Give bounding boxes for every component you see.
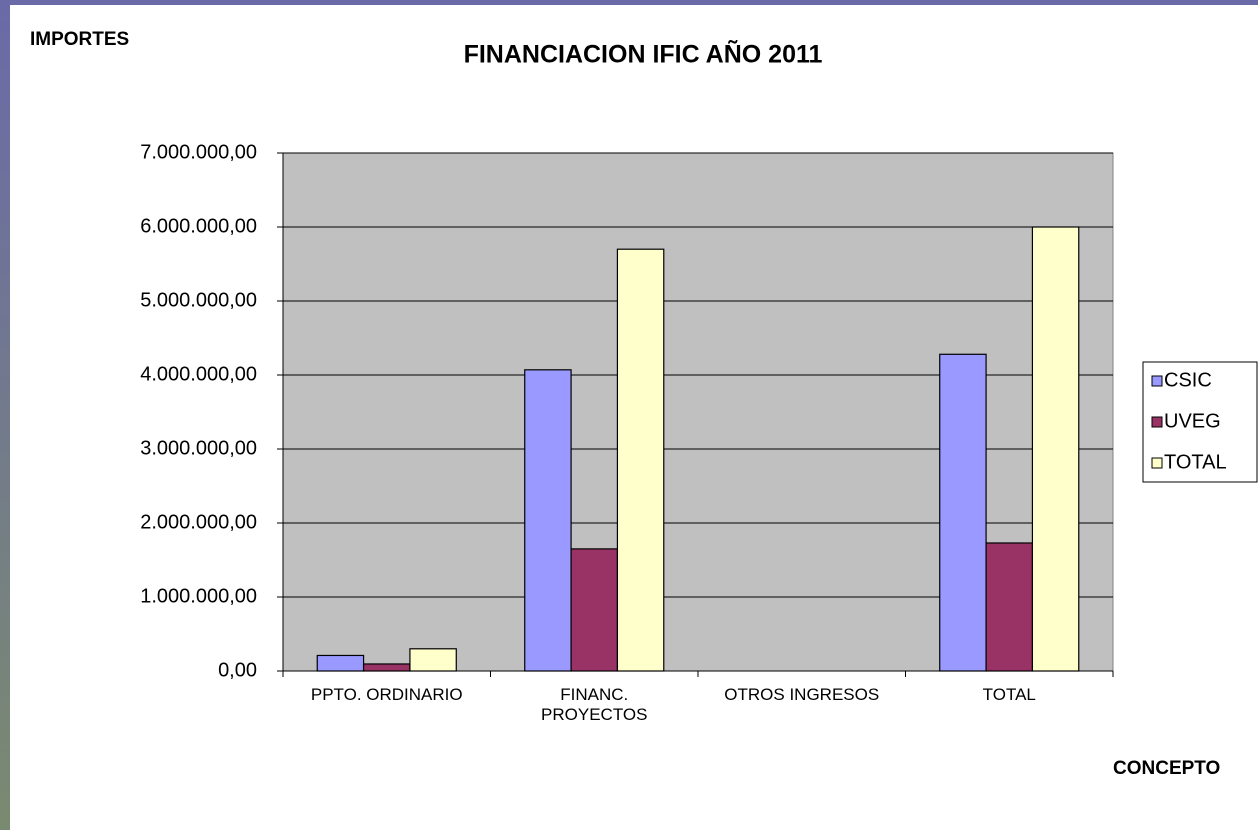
chart-title: FINANCIACION IFIC AÑO 2011 [464, 39, 823, 69]
x-axis-label: CONCEPTO [1113, 758, 1220, 779]
y-tick-label: 2.000.000,00 [140, 511, 257, 533]
bar [616, 248, 665, 672]
bar [409, 648, 457, 672]
legend-label: TOTAL [1164, 451, 1227, 473]
bar [1031, 226, 1080, 672]
bar [939, 353, 987, 672]
y-tick-label: 7.000.000,00 [140, 141, 257, 163]
y-tick-label: 6.000.000,00 [140, 215, 257, 237]
y-tick-label: 5.000.000,00 [140, 289, 257, 311]
x-tick-label: FINANC. PROYECTOS [541, 685, 648, 724]
y-axis-label: IMPORTES [30, 29, 129, 50]
y-tick-label: 4.000.000,00 [140, 363, 257, 385]
x-tick-label: PPTO. ORDINARIO [310, 685, 463, 704]
frame-left [0, 0, 10, 830]
x-tick-label: TOTAL [982, 685, 1036, 704]
legend-label: UVEG [1164, 410, 1221, 432]
bar [316, 654, 365, 672]
y-tick-label: 3.000.000,00 [140, 437, 257, 459]
x-tick-label: OTROS INGRESOS [724, 685, 880, 704]
bar [362, 663, 411, 672]
legend-swatch [1151, 375, 1163, 387]
bar [570, 548, 619, 672]
legend-swatch [1151, 416, 1163, 428]
legend-swatch [1151, 457, 1163, 469]
y-tick-label: 1.000.000,00 [140, 585, 257, 607]
bar [985, 542, 1034, 672]
y-tick-label: 0,00 [218, 659, 257, 681]
legend-label: CSIC [1164, 369, 1212, 391]
bar [524, 369, 572, 672]
frame-top [0, 0, 1258, 5]
